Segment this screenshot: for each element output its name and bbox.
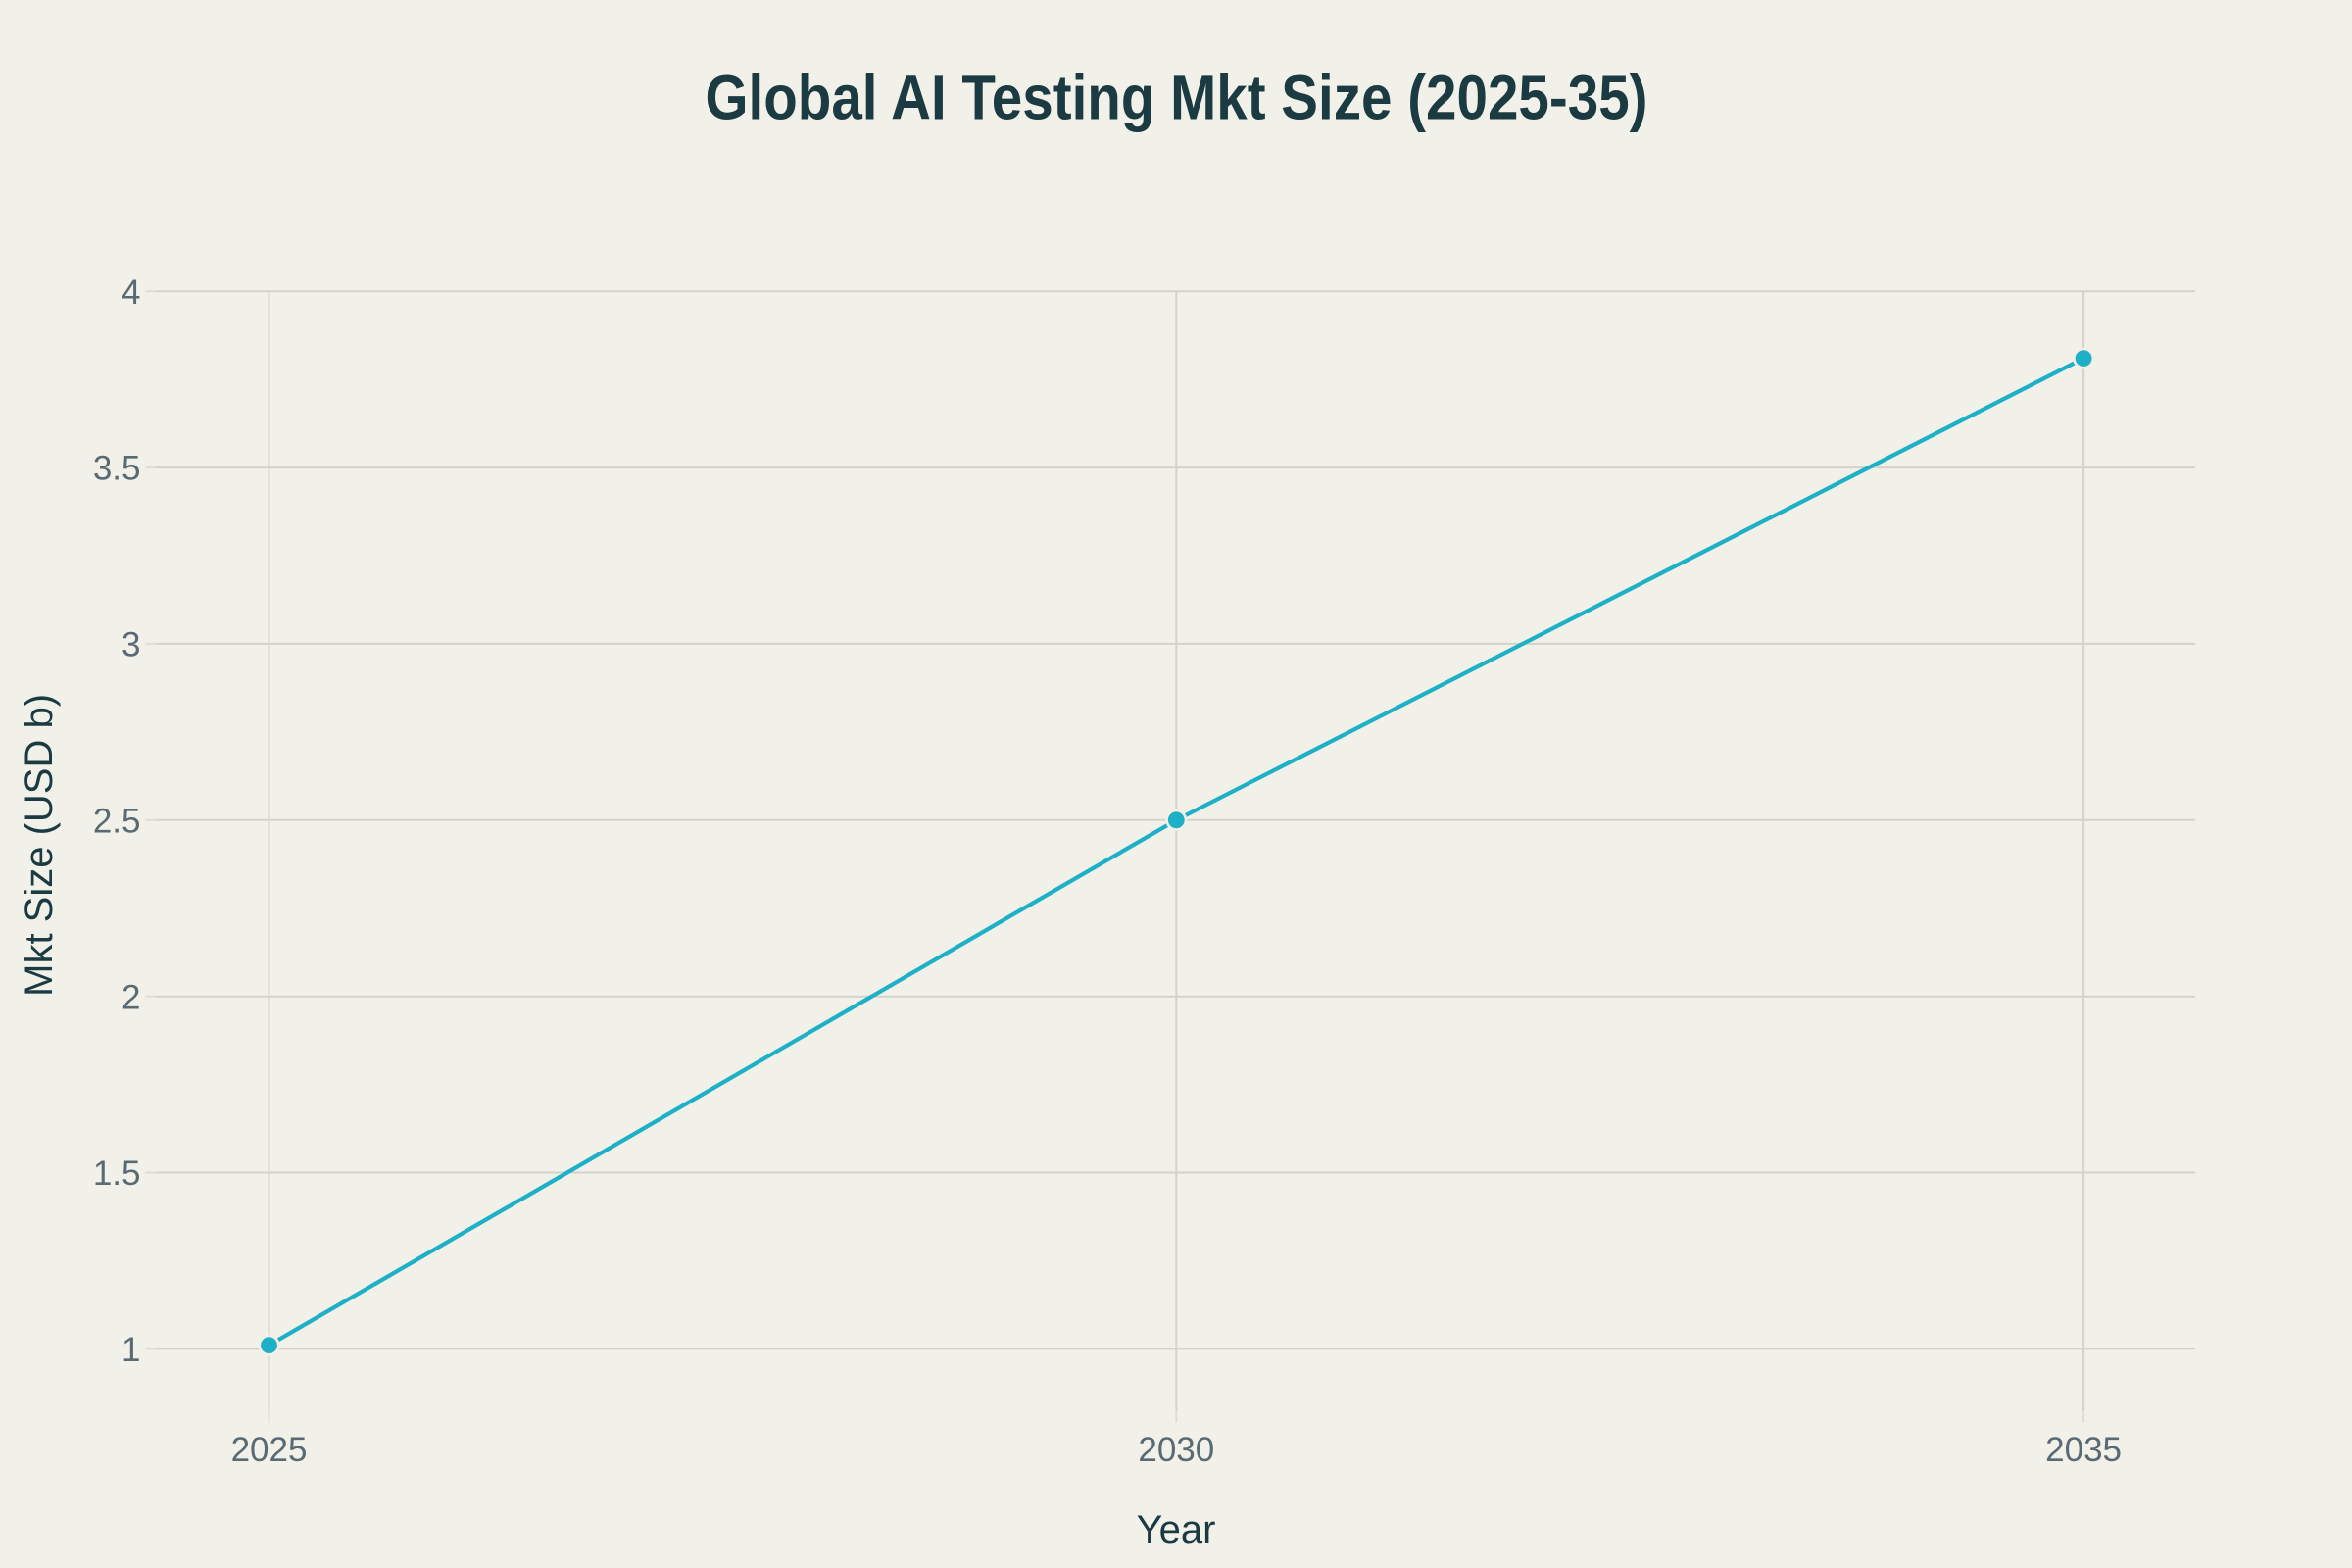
svg-text:Mkt Size (USD b): Mkt Size (USD b): [18, 694, 61, 997]
svg-text:4: 4: [122, 273, 140, 312]
svg-text:2025: 2025: [231, 1431, 308, 1469]
svg-text:Year: Year: [1137, 1508, 1216, 1551]
svg-text:2: 2: [122, 978, 140, 1016]
svg-text:3: 3: [122, 626, 140, 664]
svg-text:1: 1: [122, 1331, 140, 1369]
svg-text:2030: 2030: [1138, 1431, 1214, 1469]
svg-text:3.5: 3.5: [93, 450, 141, 488]
svg-text:Global AI Testing Mkt Size (20: Global AI Testing Mkt Size (2025-35): [706, 63, 1648, 133]
svg-text:2.5: 2.5: [93, 802, 141, 840]
svg-text:2035: 2035: [2045, 1431, 2122, 1469]
svg-text:1.5: 1.5: [93, 1154, 141, 1193]
